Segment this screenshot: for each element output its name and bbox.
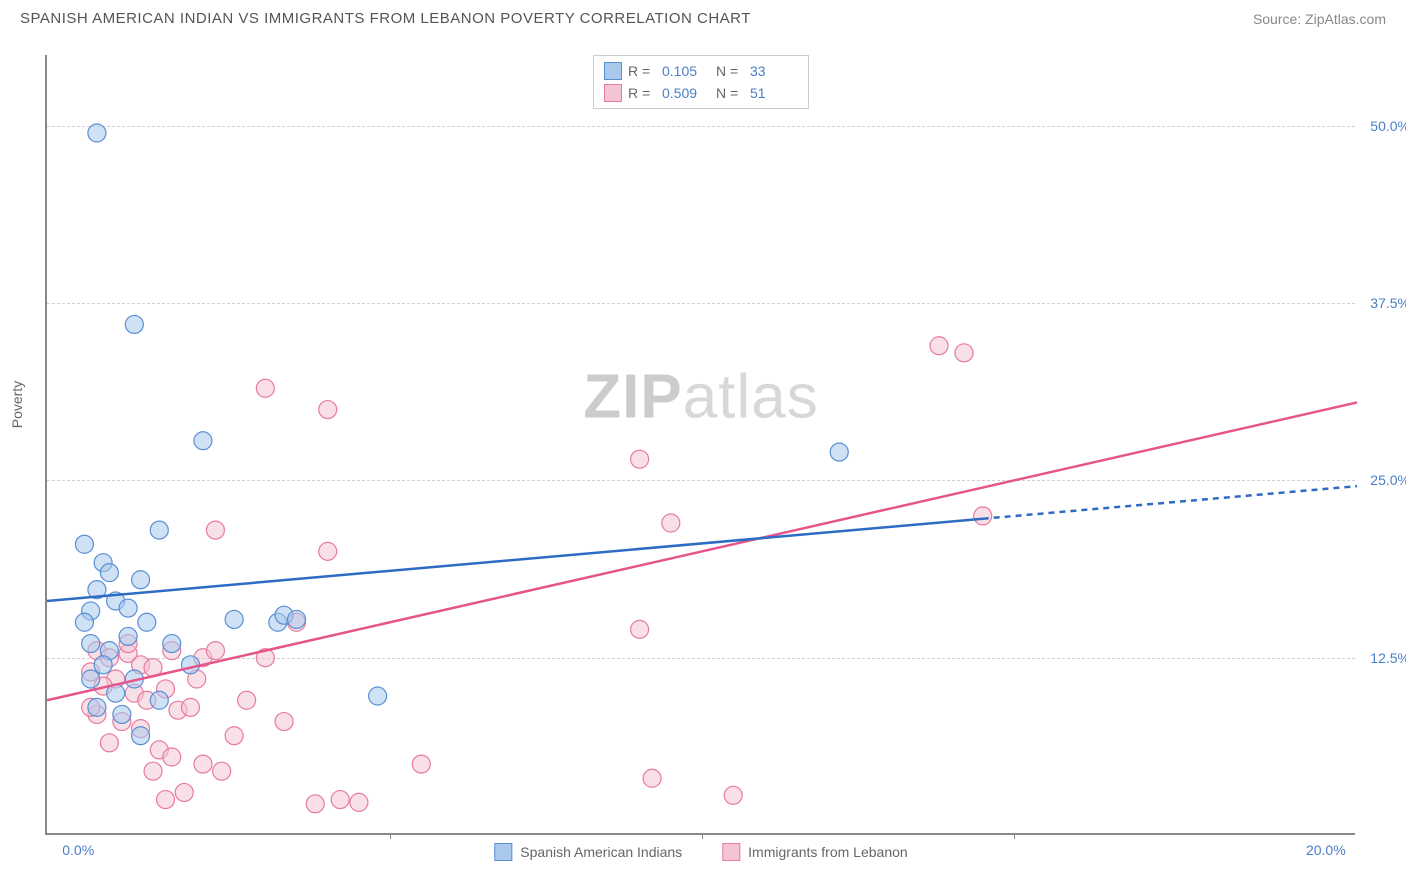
data-point: [350, 793, 368, 811]
data-point: [369, 687, 387, 705]
legend-series-label: Spanish American Indians: [520, 844, 682, 860]
legend-stat-value: 0.509: [662, 85, 710, 101]
legend-stat-label: N =: [716, 63, 744, 79]
legend-swatch: [494, 843, 512, 861]
data-point: [181, 698, 199, 716]
data-point: [631, 620, 649, 638]
data-point: [132, 571, 150, 589]
data-point: [163, 635, 181, 653]
data-point: [138, 613, 156, 631]
data-point: [225, 727, 243, 745]
data-point: [930, 337, 948, 355]
data-point: [238, 691, 256, 709]
legend-swatch: [604, 84, 622, 102]
legend-stat-label: R =: [628, 85, 656, 101]
data-point: [662, 514, 680, 532]
data-point: [163, 748, 181, 766]
data-point: [194, 432, 212, 450]
x-tick-mark: [390, 833, 391, 839]
data-point: [225, 610, 243, 628]
legend-row: R = 0.105 N = 33: [604, 60, 798, 82]
data-point: [331, 791, 349, 809]
data-point: [125, 315, 143, 333]
trend-line: [47, 519, 983, 601]
series-legend: Spanish American Indians Immigrants from …: [494, 843, 907, 861]
legend-stat-value: 51: [750, 85, 798, 101]
data-point: [75, 613, 93, 631]
legend-stat-value: 0.105: [662, 63, 710, 79]
source-label: Source: ZipAtlas.com: [1253, 11, 1386, 27]
x-tick-mark: [1014, 833, 1015, 839]
correlation-legend: R = 0.105 N = 33 R = 0.509 N = 51: [593, 55, 809, 109]
data-point: [150, 691, 168, 709]
data-point: [288, 610, 306, 628]
data-point: [974, 507, 992, 525]
data-point: [88, 124, 106, 142]
data-point: [830, 443, 848, 461]
legend-stat-label: R =: [628, 63, 656, 79]
y-tick-label: 50.0%: [1370, 118, 1406, 134]
data-point: [955, 344, 973, 362]
data-point: [119, 627, 137, 645]
data-point: [75, 535, 93, 553]
data-point: [194, 755, 212, 773]
legend-swatch: [722, 843, 740, 861]
data-point: [100, 564, 118, 582]
y-tick-label: 37.5%: [1370, 295, 1406, 311]
data-point: [132, 727, 150, 745]
data-point: [206, 521, 224, 539]
x-tick-label: 20.0%: [1306, 842, 1346, 858]
data-point: [631, 450, 649, 468]
data-point: [113, 705, 131, 723]
x-tick-mark: [702, 833, 703, 839]
data-point: [256, 379, 274, 397]
data-point: [319, 401, 337, 419]
data-point: [94, 656, 112, 674]
data-point: [275, 713, 293, 731]
chart-title: SPANISH AMERICAN INDIAN VS IMMIGRANTS FR…: [20, 10, 751, 27]
scatter-plot-svg: [47, 55, 1355, 833]
data-point: [150, 521, 168, 539]
y-axis-title: Poverty: [9, 381, 25, 428]
data-point: [82, 670, 100, 688]
x-tick-label: 0.0%: [62, 842, 94, 858]
data-point: [157, 791, 175, 809]
data-point: [724, 786, 742, 804]
data-point: [319, 542, 337, 560]
y-tick-label: 25.0%: [1370, 472, 1406, 488]
data-point: [100, 734, 118, 752]
legend-swatch: [604, 62, 622, 80]
data-point: [206, 642, 224, 660]
legend-stat-label: N =: [716, 85, 744, 101]
legend-stat-value: 33: [750, 63, 798, 79]
data-point: [82, 635, 100, 653]
data-point: [643, 769, 661, 787]
trend-line: [983, 486, 1357, 519]
data-point: [119, 599, 137, 617]
trend-line: [47, 402, 1357, 700]
legend-series-item: Immigrants from Lebanon: [722, 843, 908, 861]
legend-series-item: Spanish American Indians: [494, 843, 682, 861]
y-tick-label: 12.5%: [1370, 650, 1406, 666]
data-point: [181, 656, 199, 674]
data-point: [412, 755, 430, 773]
data-point: [213, 762, 231, 780]
legend-row: R = 0.509 N = 51: [604, 82, 798, 104]
data-point: [306, 795, 324, 813]
legend-series-label: Immigrants from Lebanon: [748, 844, 908, 860]
data-point: [88, 698, 106, 716]
chart-plot-area: Poverty 50.0%37.5%25.0%12.5% 0.0%20.0% Z…: [45, 55, 1355, 835]
data-point: [144, 762, 162, 780]
data-point: [175, 783, 193, 801]
